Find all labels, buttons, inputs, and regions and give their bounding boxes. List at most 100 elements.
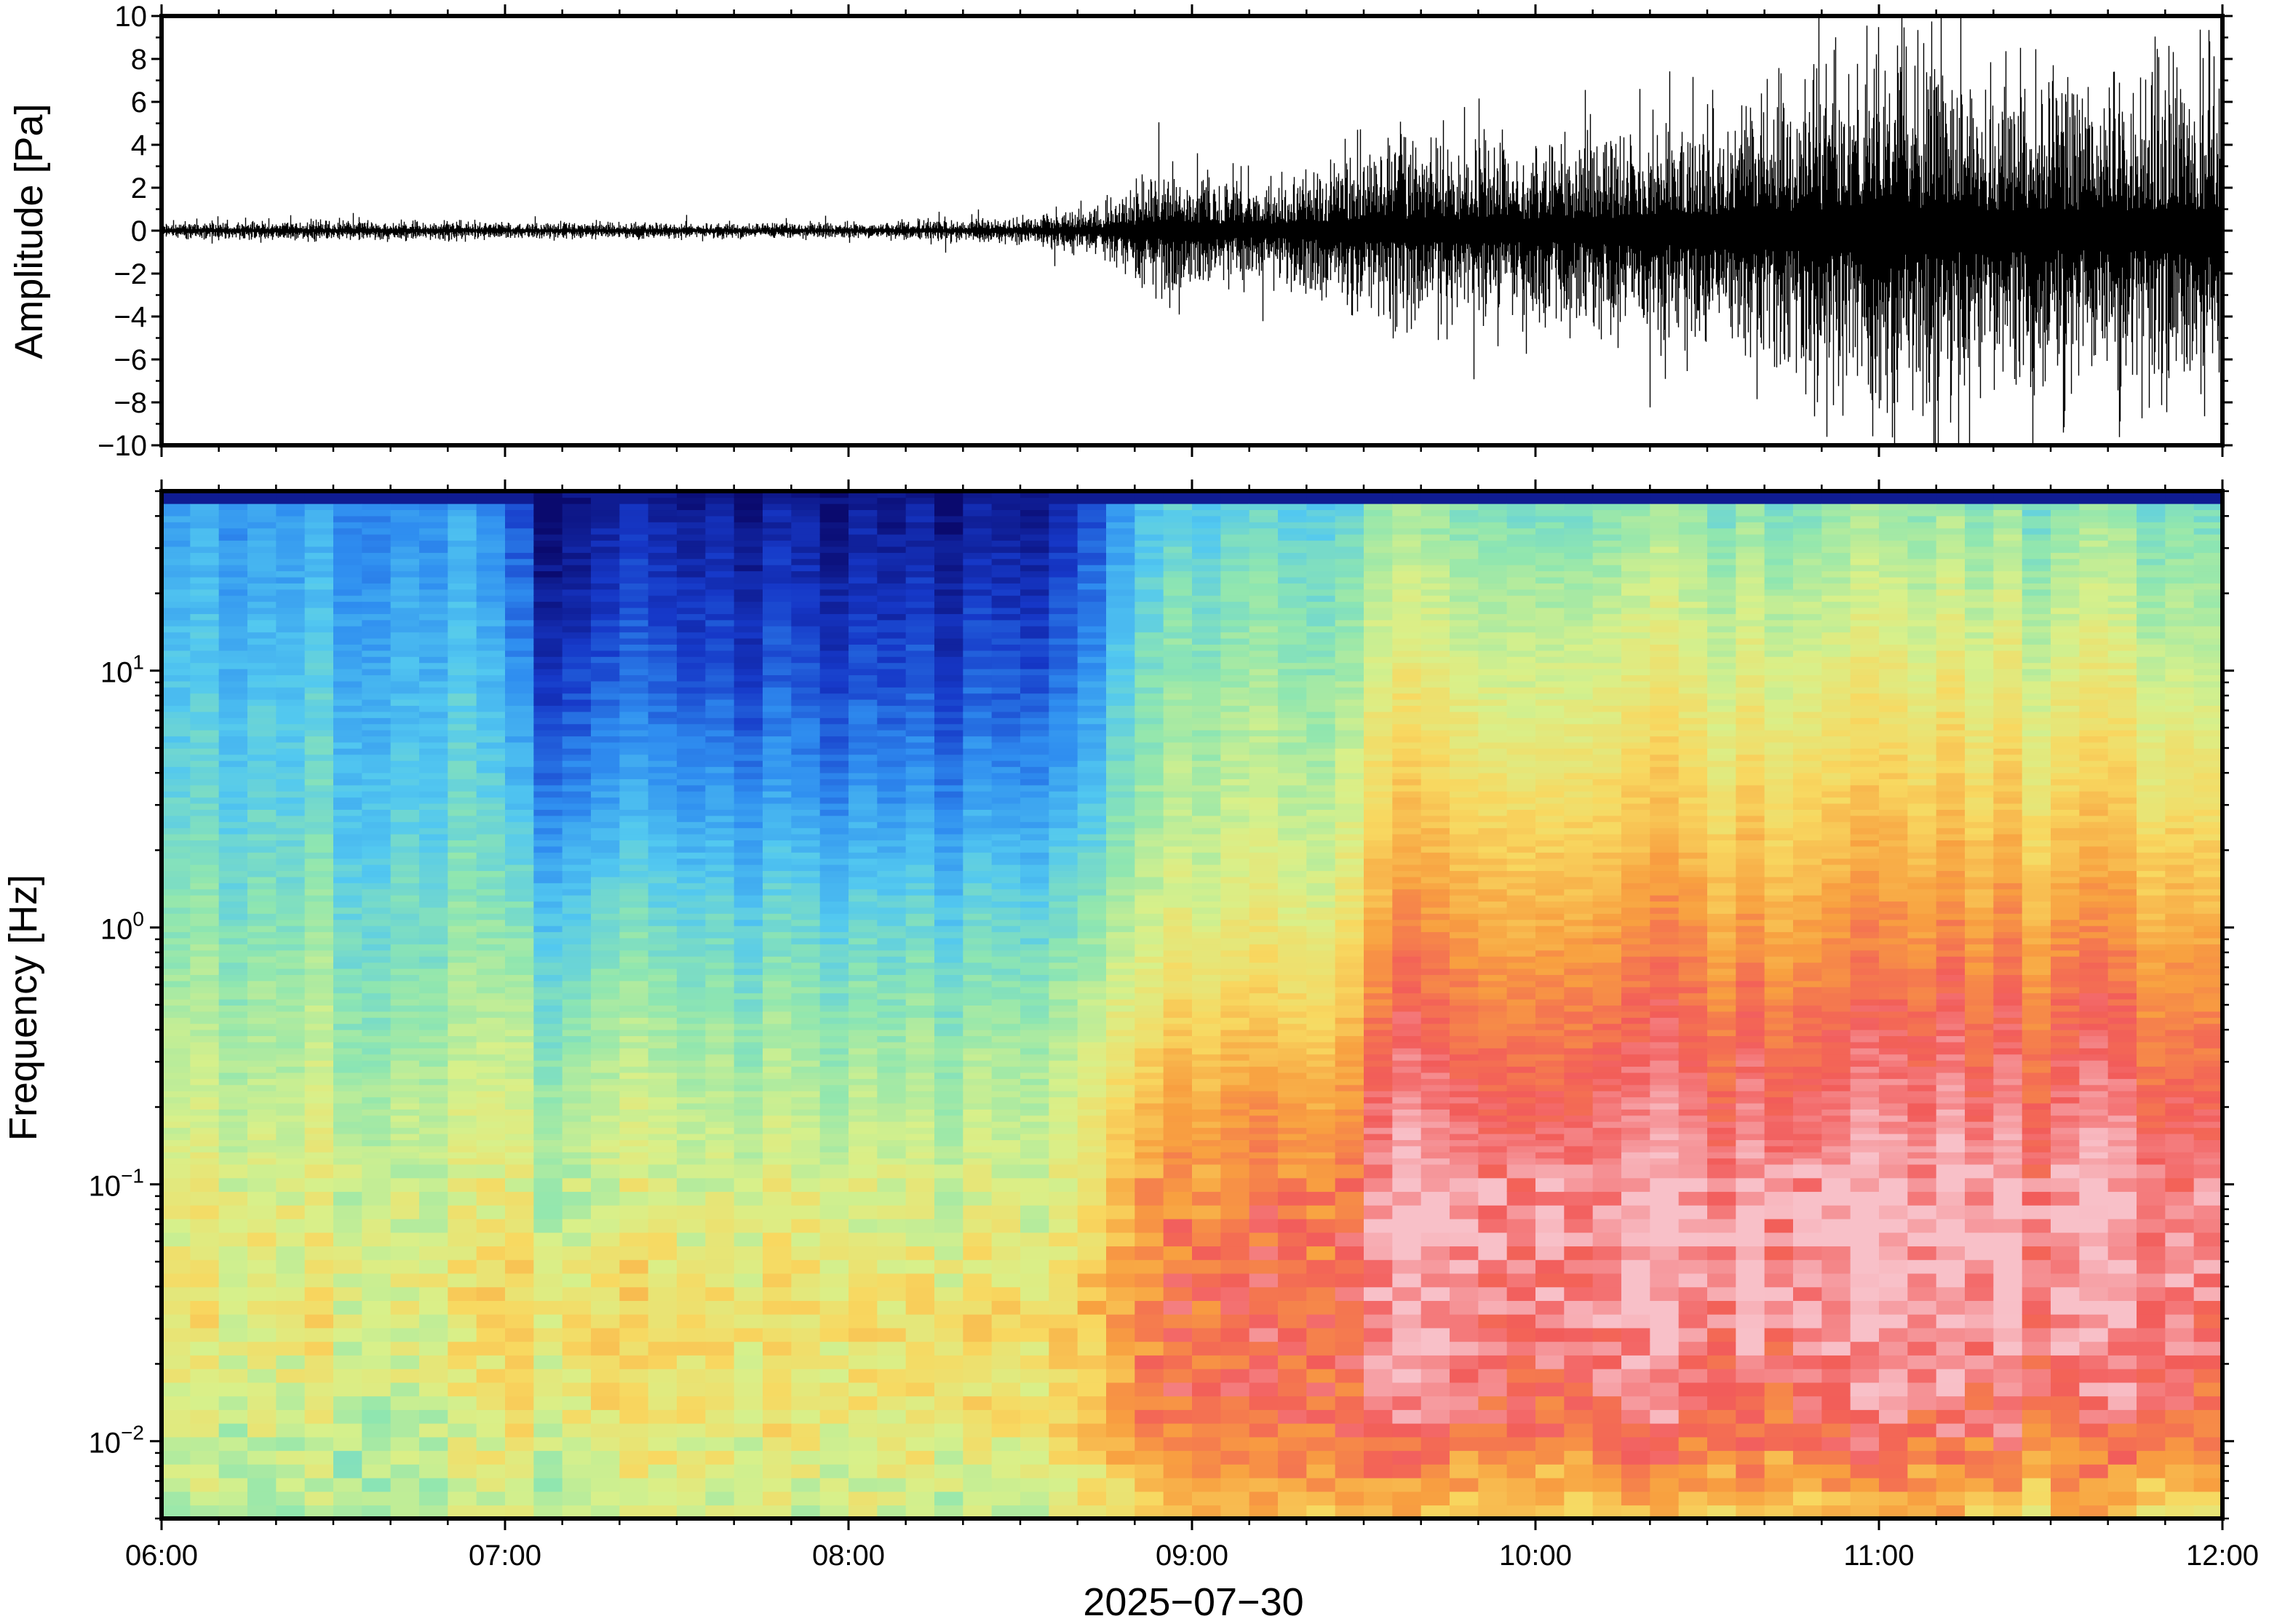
spectrogram-cell	[276, 613, 306, 621]
spectrogram-cell	[476, 1139, 506, 1147]
spectrogram-cell	[648, 723, 677, 731]
spectrogram-cell	[247, 698, 277, 706]
spectrogram-cell	[1106, 1109, 1136, 1116]
spectrogram-cell	[218, 668, 248, 676]
spectrogram-cell	[476, 815, 506, 822]
spectrogram-cell	[533, 797, 563, 804]
spectrogram-cell	[1163, 1450, 1193, 1465]
spectrogram-cell	[562, 497, 592, 504]
spectrogram-cell	[1077, 1396, 1107, 1410]
spectrogram-cell	[905, 1048, 935, 1055]
spectrogram-cell	[448, 644, 477, 651]
spectrogram-cell	[648, 1341, 677, 1356]
spectrogram-cell	[505, 974, 535, 982]
spectrogram-cell	[963, 1072, 993, 1079]
spectrogram-cell	[877, 1011, 907, 1018]
spectrogram-cell	[448, 986, 477, 994]
spectrogram-cell	[333, 1396, 363, 1410]
spectrogram-cell	[390, 1072, 420, 1079]
spectrogram-cell	[1163, 944, 1193, 951]
spectrogram-cell	[304, 1005, 334, 1012]
spectrogram-cell	[991, 650, 1021, 657]
spectrogram-cell	[362, 674, 392, 682]
spectrogram-cell	[934, 1096, 964, 1104]
spectrogram-cell	[533, 986, 563, 994]
spectrogram-cell	[963, 766, 993, 773]
spectrogram-cell	[247, 907, 277, 914]
spectrogram-cell	[162, 968, 191, 975]
spectrogram-cell	[476, 1109, 506, 1116]
spectrogram-cell	[705, 1127, 735, 1134]
spectrogram-cell	[877, 1422, 907, 1438]
spectrogram-cell	[162, 754, 191, 761]
spectrogram-cell	[619, 1139, 649, 1147]
spectrogram-cell	[362, 1218, 392, 1233]
spectrogram-cell	[533, 698, 563, 706]
spectrogram-cell	[877, 919, 907, 926]
spectrogram-cell	[763, 840, 792, 847]
spectrogram-cell	[991, 619, 1021, 626]
spectrogram-cell	[533, 1054, 563, 1061]
spectrogram-cell	[849, 772, 878, 779]
spectrogram-cell	[190, 925, 220, 933]
spectrogram-cell	[791, 693, 821, 700]
spectrogram-cell	[763, 1078, 792, 1086]
spectrogram-cell	[877, 632, 907, 639]
spectrogram-cell	[705, 1382, 735, 1397]
spectrogram-cell	[190, 637, 220, 645]
spectrogram-cell	[619, 564, 649, 572]
spectrogram-cell	[476, 1127, 506, 1134]
spectrogram-cell	[362, 564, 392, 572]
spectrogram-cell	[247, 1409, 277, 1424]
spectrogram-cell	[505, 729, 535, 737]
spectrogram-cell	[1134, 1422, 1164, 1438]
spectrogram-cell	[218, 876, 248, 883]
spectrogram-cell	[905, 1191, 935, 1206]
spectrogram-cell	[648, 907, 677, 914]
spectrogram-cell	[476, 1491, 506, 1506]
spectrogram-cell	[419, 944, 449, 951]
spectrogram-cell	[849, 1096, 878, 1104]
spectrogram-cell	[849, 790, 878, 798]
spectrogram-cell	[849, 662, 878, 669]
spectrogram-cell	[162, 894, 191, 902]
spectrogram-cell	[1077, 944, 1107, 951]
spectrogram-cell	[677, 980, 707, 987]
spectrogram-cell	[390, 491, 420, 498]
spectrogram-cell	[619, 998, 649, 1006]
spectrogram-cell	[734, 1300, 763, 1315]
spectrogram-cell	[390, 1151, 420, 1159]
spectrogram-cell	[419, 901, 449, 908]
spectrogram-cell	[1020, 717, 1050, 725]
spectrogram-cell	[448, 974, 477, 982]
spectrogram-cell	[877, 1096, 907, 1104]
spectrogram-cell	[562, 729, 592, 737]
spectrogram-cell	[963, 564, 993, 572]
spectrogram-cell	[448, 913, 477, 920]
spectrogram-cell	[791, 962, 821, 969]
spectrogram-cell	[877, 564, 907, 572]
spectrogram-cell	[333, 656, 363, 664]
spectrogram-cell	[1106, 1450, 1136, 1465]
spectrogram-cell	[562, 1102, 592, 1110]
spectrogram-cell	[734, 650, 763, 657]
spectrogram-cell	[533, 1355, 563, 1369]
spectrogram-cell	[1020, 656, 1050, 664]
spectrogram-cell	[1020, 1005, 1050, 1012]
spectrogram-cell	[276, 1177, 306, 1193]
spectrogram-cell	[819, 992, 849, 1000]
spectrogram-cell	[476, 1121, 506, 1129]
spectrogram-cell	[1049, 1313, 1078, 1329]
spectrogram-cell	[591, 589, 621, 596]
spectrogram-cell	[791, 497, 821, 504]
spectrogram-cell	[963, 955, 993, 963]
spectrogram-cell	[763, 1163, 792, 1179]
spectrogram-cell	[304, 919, 334, 926]
spectrogram-cell	[390, 748, 420, 755]
spectrogram-cell	[390, 533, 420, 541]
spectrogram-cell	[591, 1102, 621, 1110]
spectrogram-cell	[991, 583, 1021, 590]
spectrogram-cell	[705, 589, 735, 596]
spectrogram-cell	[991, 717, 1021, 725]
